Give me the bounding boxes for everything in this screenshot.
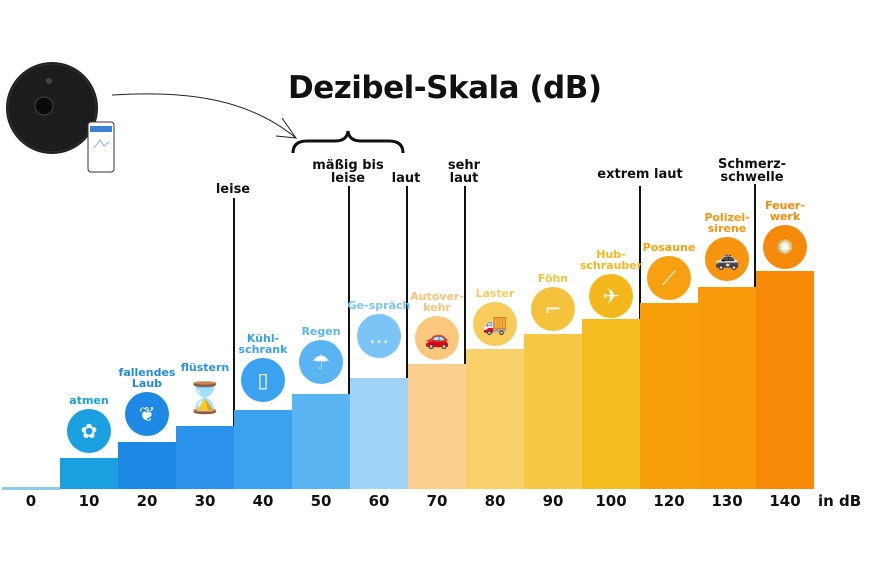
bar-20db bbox=[118, 442, 176, 489]
bar-140db bbox=[756, 271, 814, 489]
tick-label: 30 bbox=[194, 492, 216, 510]
example-fluestern: flüstern ⌛ bbox=[170, 362, 240, 420]
tick-label: 130 bbox=[711, 492, 743, 510]
bar-60db bbox=[350, 378, 408, 489]
example-atmen: atmen ✿ bbox=[54, 395, 124, 453]
zone-divider bbox=[464, 186, 466, 489]
truck-icon: 🚚 bbox=[473, 302, 517, 346]
example-laster: Laster 🚚 bbox=[460, 288, 530, 346]
example-regen: Regen ☂ bbox=[286, 326, 356, 384]
helicopter-icon: ✈ bbox=[589, 274, 633, 318]
example-hubschrauber: Hub-schrauber ✈ bbox=[576, 249, 646, 318]
example-posaune: Posaune ⟋ bbox=[634, 242, 704, 300]
bar-80db bbox=[466, 349, 524, 489]
example-autoverkehr: Autover-kehr 🚗 bbox=[402, 291, 472, 360]
bar-100db bbox=[582, 319, 640, 489]
chat-icon: … bbox=[357, 314, 401, 358]
leaves-icon: ❦ bbox=[125, 392, 169, 436]
zone-label-laut: laut bbox=[391, 171, 421, 186]
tick-label: 10 bbox=[78, 492, 100, 510]
example-polizeisirene: Polizei-sirene 🚓 bbox=[692, 212, 762, 281]
trombone-icon: ⟋ bbox=[647, 256, 691, 300]
zone-label-sehr-laut: sehr laut bbox=[447, 158, 481, 186]
tick-label: 80 bbox=[484, 492, 506, 510]
tick-label: 40 bbox=[252, 492, 274, 510]
example-kuehlschrank: Kühl-schrank ▯ bbox=[228, 333, 298, 402]
bar-40db bbox=[234, 410, 292, 489]
zone-label-schmerzschwelle: Schmerz-schwelle bbox=[717, 157, 787, 185]
tick-label: 90 bbox=[542, 492, 564, 510]
tick-label: 120 bbox=[653, 492, 685, 510]
rain-icon: ☂ bbox=[299, 340, 343, 384]
fridge-icon: ▯ bbox=[241, 358, 285, 402]
zone-label-maessig-bis-leise: mäßig bis leise bbox=[312, 158, 384, 186]
bar-130db bbox=[698, 287, 756, 489]
tick-label: 20 bbox=[136, 492, 158, 510]
example-gespraech: Ge-spräch … bbox=[344, 300, 414, 358]
example-feuerwerk: Feuer-werk ✺ bbox=[750, 200, 820, 269]
lungs-icon: ✿ bbox=[67, 409, 111, 453]
bar-120db bbox=[640, 303, 698, 489]
zone-divider bbox=[348, 186, 350, 489]
zone-divider bbox=[406, 186, 408, 489]
bar-0db bbox=[2, 487, 60, 490]
tick-label: 100 bbox=[595, 492, 627, 510]
bar-10db bbox=[60, 458, 118, 489]
chart-title: Dezibel-Skala (dB) bbox=[288, 70, 602, 106]
robot-vacuum-image bbox=[6, 62, 115, 173]
tick-label: 0 bbox=[25, 492, 37, 510]
car-icon: 🚗 bbox=[415, 316, 459, 360]
fireworks-icon: ✺ bbox=[763, 225, 807, 269]
example-foehn: Föhn ⌐ bbox=[518, 273, 588, 331]
example-fallendes-laub: fallendes Laub ❦ bbox=[112, 367, 182, 436]
whisper-icon: ⌛ bbox=[183, 376, 227, 420]
zone-divider bbox=[233, 198, 235, 489]
tick-label: 60 bbox=[368, 492, 390, 510]
tick-label: 140 bbox=[769, 492, 801, 510]
unit-label: in dB bbox=[818, 492, 862, 510]
hairdryer-icon: ⌐ bbox=[531, 287, 575, 331]
bar-50db bbox=[292, 394, 350, 489]
tick-label: 70 bbox=[426, 492, 448, 510]
bar-90db bbox=[524, 334, 582, 489]
police-car-icon: 🚓 bbox=[705, 237, 749, 281]
zone-label-extrem-laut: extrem laut bbox=[597, 167, 683, 182]
tick-label: 50 bbox=[310, 492, 332, 510]
bar-70db bbox=[408, 364, 466, 489]
zone-label-leise: leise bbox=[215, 182, 251, 197]
bar-30db bbox=[176, 426, 234, 489]
